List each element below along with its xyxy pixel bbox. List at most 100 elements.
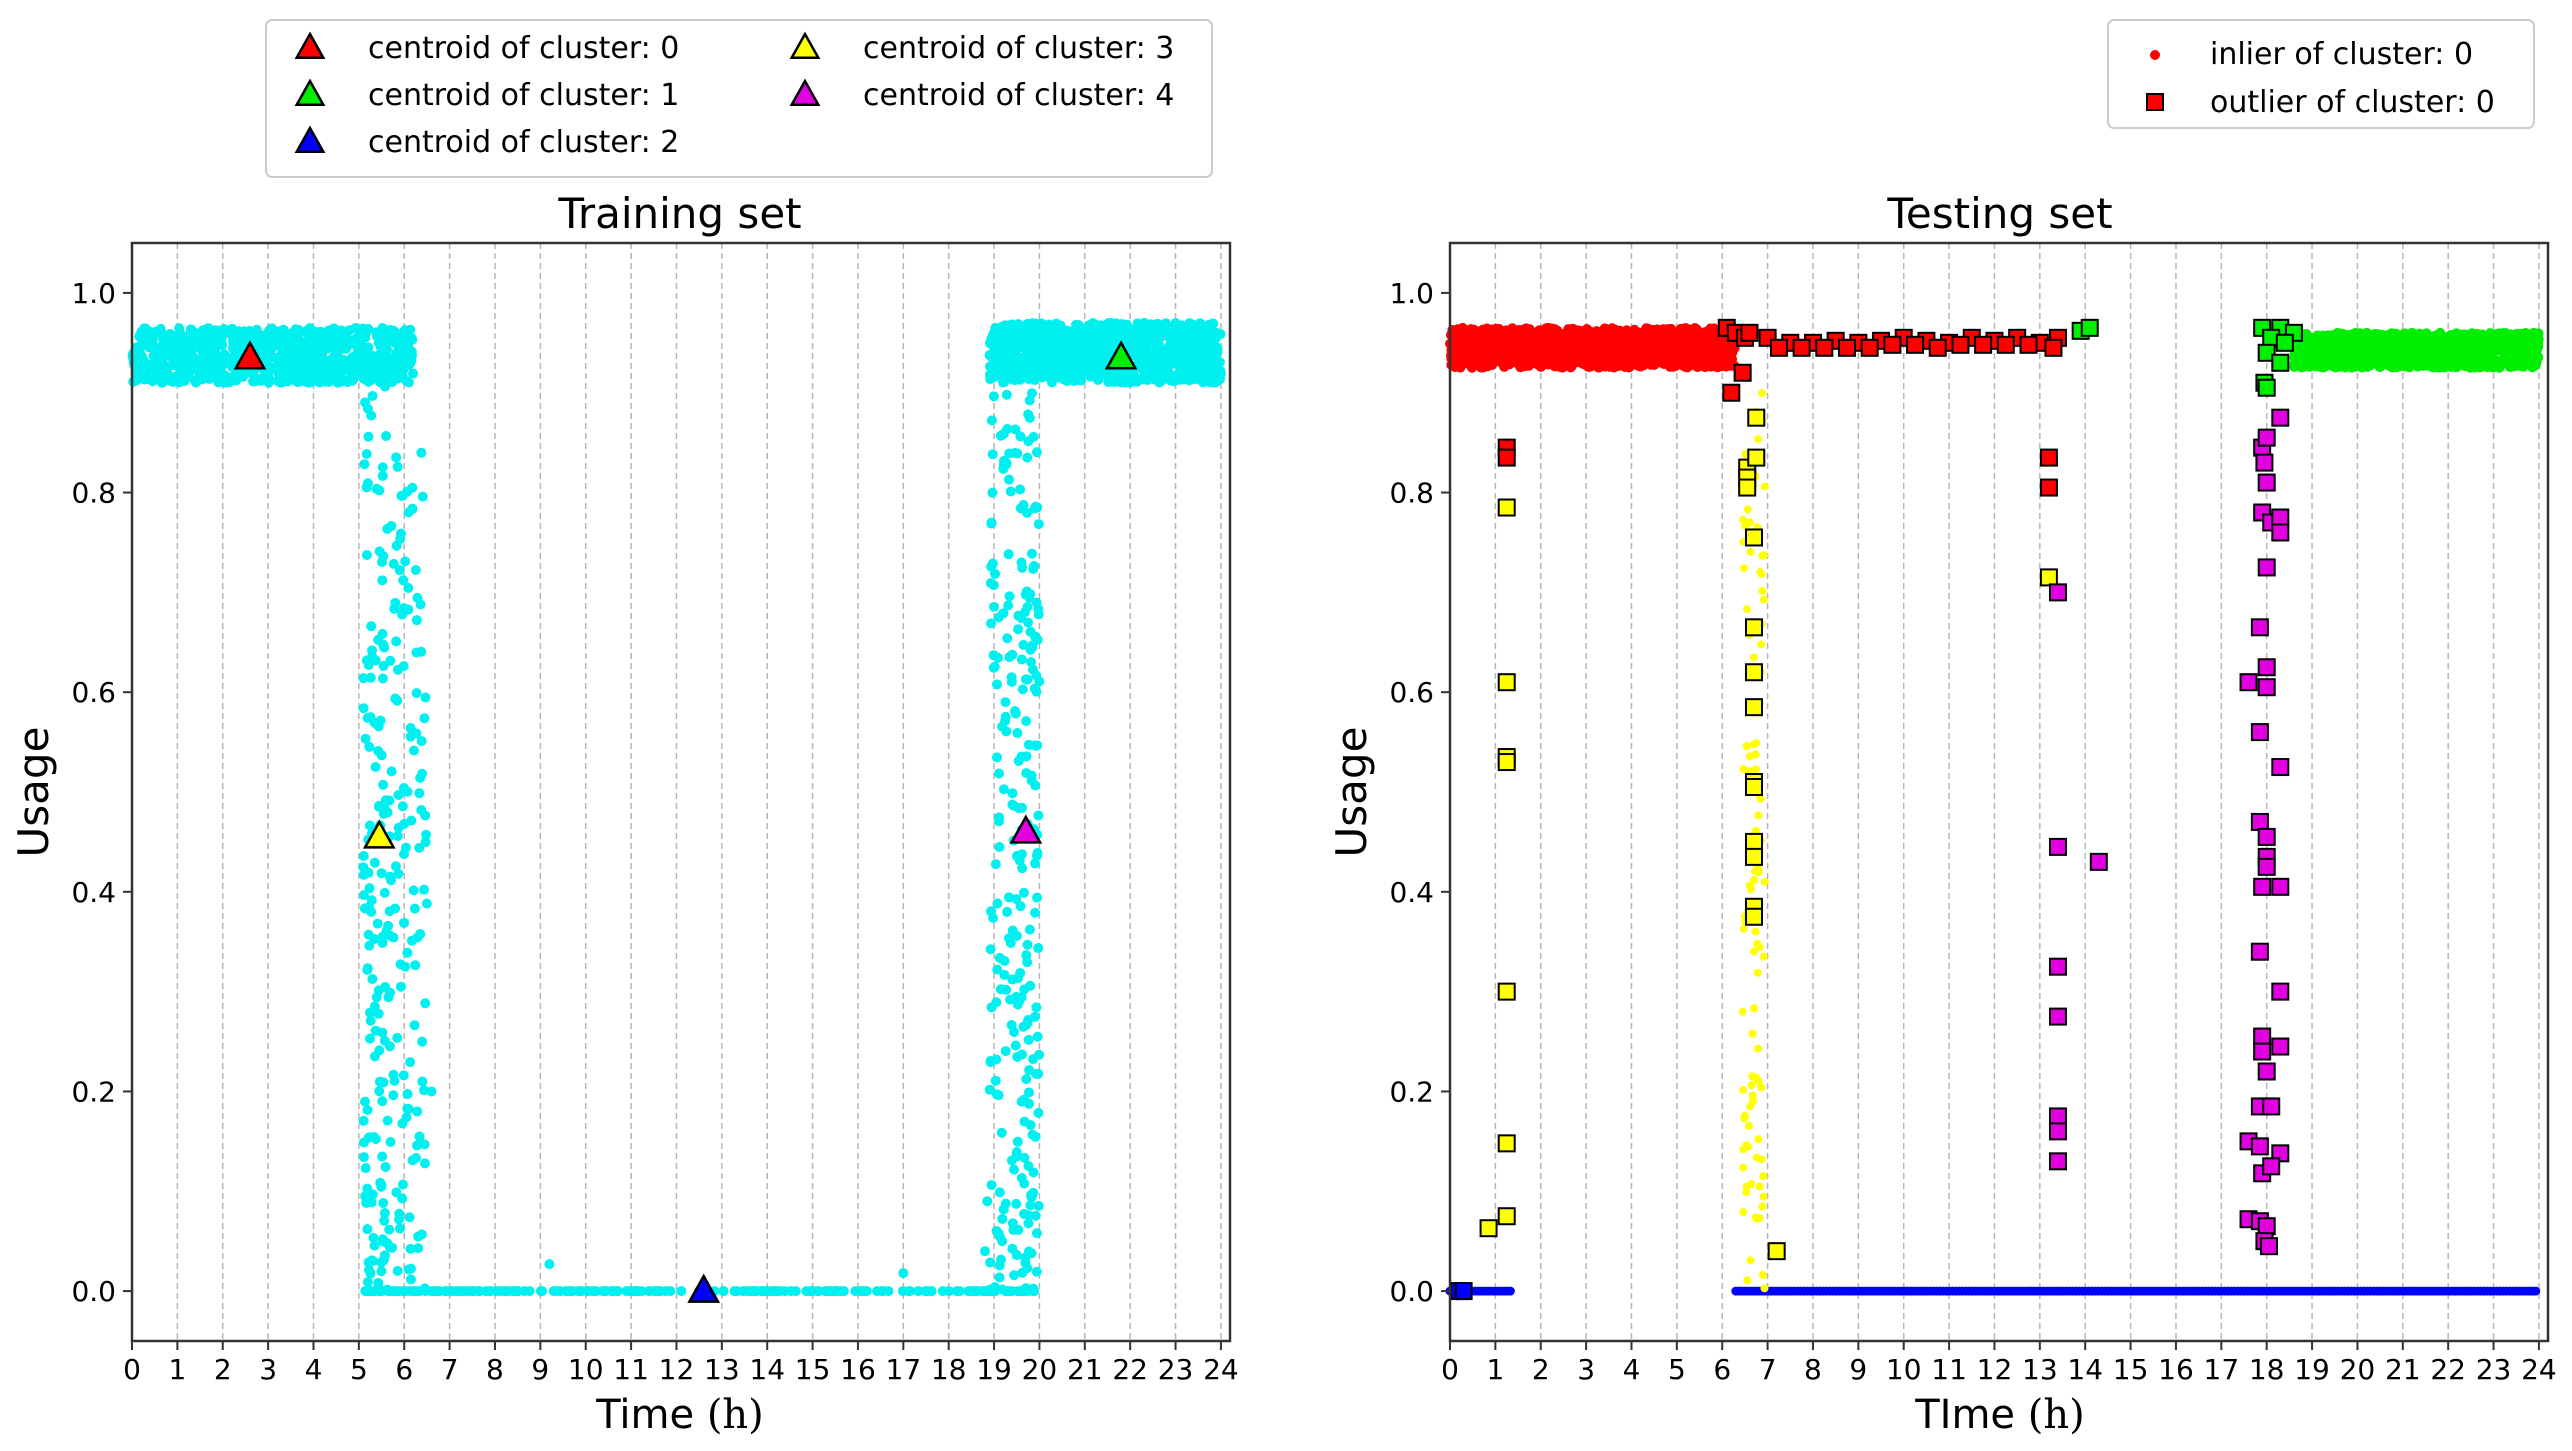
training-point	[1128, 376, 1139, 387]
training-point	[1077, 345, 1088, 356]
training-xtick-label: 17	[886, 1353, 922, 1386]
testing-inlier-point	[1535, 354, 1546, 365]
testing-inlier-point	[1468, 324, 1479, 335]
training-point	[1071, 354, 1082, 365]
training-point	[1083, 353, 1094, 364]
training-point	[1022, 601, 1033, 612]
training-xtick-label: 9	[531, 1353, 549, 1386]
training-xlabel-text: Time	[595, 1392, 707, 1438]
testing-inlier-point	[2294, 350, 2305, 361]
training-point	[510, 1286, 521, 1297]
testing-inlier-point	[1620, 345, 1631, 356]
training-point	[1027, 548, 1038, 559]
training-point	[1174, 372, 1185, 383]
training-point	[1104, 349, 1115, 360]
training-point	[897, 1286, 908, 1297]
training-point	[994, 768, 1005, 779]
training-point	[283, 347, 294, 358]
testing-inlier-point	[2438, 341, 2449, 352]
training-point	[275, 358, 286, 369]
training-point	[1022, 452, 1033, 463]
training-point	[1004, 652, 1015, 663]
training-point	[399, 818, 410, 829]
training-point	[285, 369, 296, 380]
training-point	[1137, 340, 1148, 351]
training-point	[1029, 560, 1040, 571]
training-point	[1197, 342, 1208, 353]
training-point	[412, 1140, 423, 1151]
training-point	[179, 371, 190, 382]
training-point	[169, 338, 180, 349]
training-point	[384, 871, 395, 882]
training-point	[322, 375, 333, 386]
training-point	[992, 898, 1003, 909]
training-point	[731, 1286, 742, 1297]
training-point	[292, 377, 303, 388]
training-point	[377, 462, 388, 473]
training-point	[1143, 374, 1154, 385]
training-point	[1024, 412, 1035, 423]
training-point	[360, 1163, 371, 1174]
training-point	[1024, 924, 1035, 935]
training-point	[380, 381, 391, 392]
training-point	[371, 992, 382, 1003]
training-point	[336, 366, 347, 377]
training-point	[1019, 1208, 1030, 1219]
training-point	[994, 1260, 1005, 1271]
training-point	[1002, 367, 1013, 378]
training-point	[358, 673, 369, 684]
training-point	[1004, 448, 1015, 459]
training-point	[1215, 365, 1226, 376]
training-point	[416, 447, 427, 458]
training-point	[420, 998, 431, 1009]
testing-inlier-point	[2533, 352, 2544, 363]
training-point	[1031, 334, 1042, 345]
testing-inlier-point	[2321, 353, 2332, 364]
training-point	[366, 1255, 377, 1266]
testing-inlier-point	[1503, 349, 1514, 360]
training-point	[402, 335, 413, 346]
training-point	[358, 869, 369, 880]
testing-inlier-point	[2434, 362, 2445, 373]
training-point	[1208, 346, 1219, 357]
testing-inlier-point	[1567, 323, 1578, 334]
testing-inlier-point	[2452, 347, 2463, 358]
training-point	[898, 1268, 909, 1279]
training-point	[1000, 1046, 1011, 1057]
training-point	[986, 518, 997, 529]
training-point	[379, 642, 390, 653]
training-point	[1184, 359, 1195, 370]
training-point	[405, 723, 416, 734]
training-point	[979, 1246, 990, 1257]
training-point	[499, 1286, 510, 1297]
testing-inlier-point	[1620, 361, 1631, 372]
testing-inlier-point	[1652, 324, 1663, 335]
training-point	[370, 1025, 381, 1036]
training-point	[400, 556, 411, 567]
training-point	[364, 1132, 375, 1143]
testing-inlier-point	[1585, 361, 1596, 372]
training-point	[393, 789, 404, 800]
training-point	[395, 528, 406, 539]
training-point	[1018, 500, 1029, 511]
training-point	[1019, 984, 1030, 995]
testing-inlier-point	[1604, 361, 1615, 372]
training-point	[1009, 1164, 1020, 1175]
training-point	[405, 1286, 416, 1297]
training-point	[317, 334, 328, 345]
training-point	[363, 929, 374, 940]
training-point	[398, 849, 409, 860]
training-point	[631, 1286, 642, 1297]
training-point	[943, 1286, 954, 1297]
training-point	[963, 1286, 974, 1297]
training-point	[408, 368, 419, 379]
training-point	[988, 650, 999, 661]
training-point	[419, 1139, 430, 1150]
training-point	[409, 903, 420, 914]
training-point	[411, 647, 422, 658]
training-point	[366, 895, 377, 906]
training-point	[1009, 1270, 1020, 1281]
training-point	[1013, 1224, 1024, 1235]
legend-centroid-marker	[789, 78, 821, 107]
training-point	[362, 1183, 373, 1194]
